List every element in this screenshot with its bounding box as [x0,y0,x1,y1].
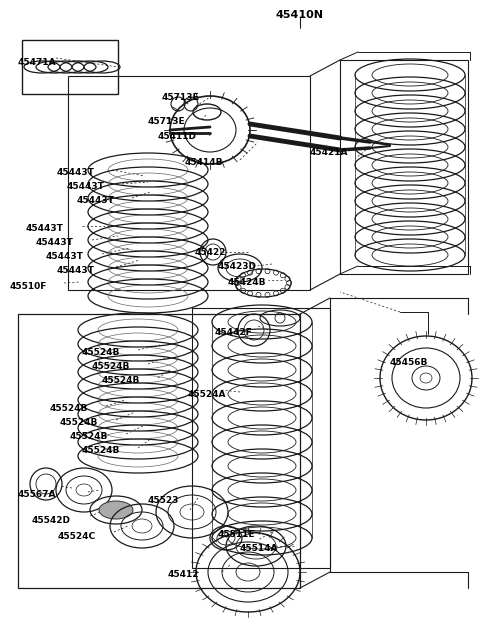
Text: 45411D: 45411D [158,132,197,141]
Text: 45524B: 45524B [60,418,98,427]
Text: 45443T: 45443T [77,196,115,205]
Text: 45422: 45422 [195,248,227,257]
Text: 45524B: 45524B [82,348,120,357]
Text: 45443T: 45443T [67,182,105,191]
Text: 45524B: 45524B [82,446,120,455]
Text: 45421A: 45421A [310,148,348,157]
Text: 45524A: 45524A [188,390,227,399]
Text: 45524B: 45524B [92,362,131,371]
Ellipse shape [99,501,133,519]
Text: 45456B: 45456B [390,358,428,367]
Text: 45524B: 45524B [102,376,140,385]
Text: 45524C: 45524C [58,532,96,541]
Text: 45443T: 45443T [26,224,64,233]
Text: 45524B: 45524B [50,404,88,413]
Text: 45423D: 45423D [218,262,257,271]
Text: 45511E: 45511E [218,530,255,539]
Text: 45567A: 45567A [18,490,57,499]
Text: 45713E: 45713E [148,117,186,126]
Text: 45510F: 45510F [10,282,48,291]
Text: 45443T: 45443T [57,168,95,177]
Text: 45442F: 45442F [215,328,253,337]
Text: 45443T: 45443T [46,252,84,261]
Text: 45443T: 45443T [57,266,95,275]
Text: 45523: 45523 [148,496,180,505]
Text: 45471A: 45471A [18,58,57,67]
Text: 45412: 45412 [168,570,200,579]
Text: 45443T: 45443T [36,238,74,247]
Text: 45414B: 45414B [185,158,224,167]
Text: 45410N: 45410N [276,10,324,20]
Bar [22,40,118,94]
Text: 45524B: 45524B [70,432,108,441]
Text: 45424B: 45424B [228,278,266,287]
Text: 45713E: 45713E [162,93,200,102]
Text: 45514A: 45514A [240,544,278,553]
Text: 45542D: 45542D [32,516,71,525]
